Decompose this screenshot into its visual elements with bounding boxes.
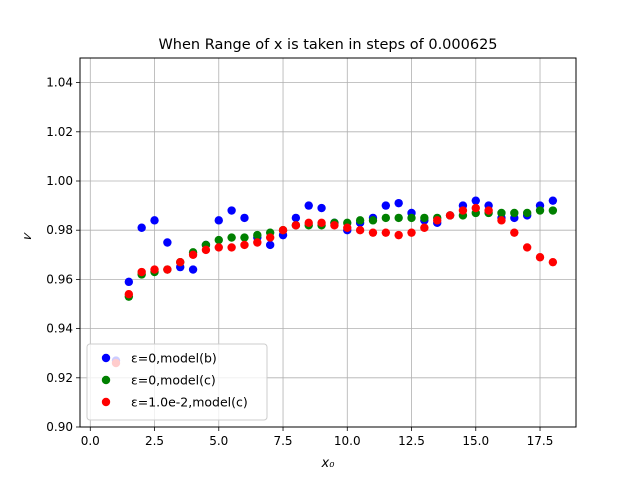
data-point: [253, 238, 262, 247]
legend-entry: ε=1.0e-2,model(c): [131, 395, 248, 410]
points-layer: [111, 196, 558, 368]
data-point: [535, 206, 545, 215]
x-tick-label: 2.5: [145, 434, 164, 448]
data-point: [291, 221, 301, 230]
data-point: [497, 216, 506, 225]
x-tick-label: 15.0: [462, 434, 489, 448]
data-point: [227, 233, 236, 242]
data-point: [548, 196, 558, 205]
data-point: [407, 228, 416, 237]
y-tick-label: 0.90: [46, 420, 73, 434]
data-point: [458, 206, 468, 215]
data-point: [330, 221, 339, 230]
data-point: [176, 257, 185, 267]
data-point: [240, 213, 249, 223]
x-tick-label: 12.5: [398, 434, 425, 448]
data-point: [381, 228, 391, 237]
data-point: [124, 289, 134, 299]
x-tick-label: 7.5: [273, 434, 292, 448]
series-2: [111, 203, 558, 368]
legend-entry: ε=0,model(b): [131, 351, 217, 366]
y-tick-label: 0.96: [46, 272, 73, 286]
data-point: [343, 223, 352, 232]
data-point: [522, 208, 532, 218]
y-tick-label: 1.00: [46, 174, 73, 188]
data-point: [163, 238, 172, 247]
data-point: [124, 277, 134, 287]
x-tick-label: 10.0: [334, 434, 361, 448]
x-tick-label: 17.5: [527, 434, 554, 448]
data-point: [420, 223, 429, 232]
data-point: [394, 230, 403, 240]
data-point: [188, 250, 198, 259]
data-point: [227, 206, 236, 215]
data-point: [214, 235, 223, 245]
data-point: [137, 223, 146, 232]
data-point: [355, 216, 365, 225]
data-point: [201, 245, 211, 255]
data-point: [420, 213, 429, 223]
data-point: [433, 216, 442, 225]
data-point: [304, 201, 313, 210]
data-point: [304, 218, 313, 228]
data-point: [548, 257, 558, 267]
data-point: [394, 213, 403, 223]
x-tick-label: 5.0: [209, 434, 228, 448]
x-tick-label: 0.0: [81, 434, 100, 448]
legend: ε=0,model(b) ε=0,model(c) ε=1.0e-2,model(c…: [86, 343, 268, 421]
data-point: [265, 240, 275, 250]
data-point: [214, 216, 223, 225]
data-point: [214, 243, 223, 252]
y-tick-label: 0.94: [46, 322, 73, 336]
data-point: [510, 208, 519, 218]
y-tick-label: 0.98: [46, 223, 73, 237]
data-point: [445, 211, 455, 220]
y-tick-label: 1.02: [46, 125, 73, 139]
legend-marker: [101, 353, 111, 363]
data-point: [240, 233, 249, 242]
legend-marker: [101, 397, 111, 407]
chart-title: When Range of x is taken in steps of 0.0…: [158, 37, 497, 53]
data-point: [317, 203, 326, 213]
y-tick-label: 1.04: [46, 76, 73, 90]
data-point: [317, 218, 326, 228]
data-point: [394, 198, 403, 208]
data-point: [240, 240, 249, 250]
data-point: [355, 226, 365, 235]
legend-entry: ε=0,model(c): [131, 373, 216, 388]
data-point: [381, 201, 391, 210]
ticks-layer: 0.0 2.5 5.0 7.5 10.0 12.5 15.0 17.5 0.90 0.92 0.94…: [46, 76, 553, 448]
legend-box: [86, 343, 268, 421]
data-point: [265, 233, 275, 242]
x-axis-label: x₀: [321, 456, 336, 471]
data-point: [150, 216, 159, 225]
data-point: [368, 228, 378, 237]
data-point: [137, 267, 146, 277]
data-point: [381, 213, 391, 223]
data-point: [150, 265, 159, 274]
data-point: [253, 230, 262, 240]
data-point: [471, 203, 480, 213]
data-point: [368, 216, 378, 225]
data-point: [291, 213, 301, 223]
y-axis-label: 𝜈: [20, 231, 35, 240]
data-point: [227, 243, 236, 252]
data-point: [484, 206, 493, 215]
data-point: [163, 265, 172, 274]
data-point: [188, 265, 198, 274]
data-point: [278, 226, 288, 235]
data-point: [510, 228, 519, 237]
legend-marker: [101, 375, 111, 385]
data-point: [535, 253, 545, 262]
data-point: [548, 206, 558, 215]
data-point: [497, 208, 506, 218]
y-tick-label: 0.92: [46, 371, 73, 385]
data-point: [471, 196, 480, 205]
data-point: [522, 243, 532, 252]
plot-frame: [79, 57, 577, 428]
data-point: [407, 213, 416, 223]
